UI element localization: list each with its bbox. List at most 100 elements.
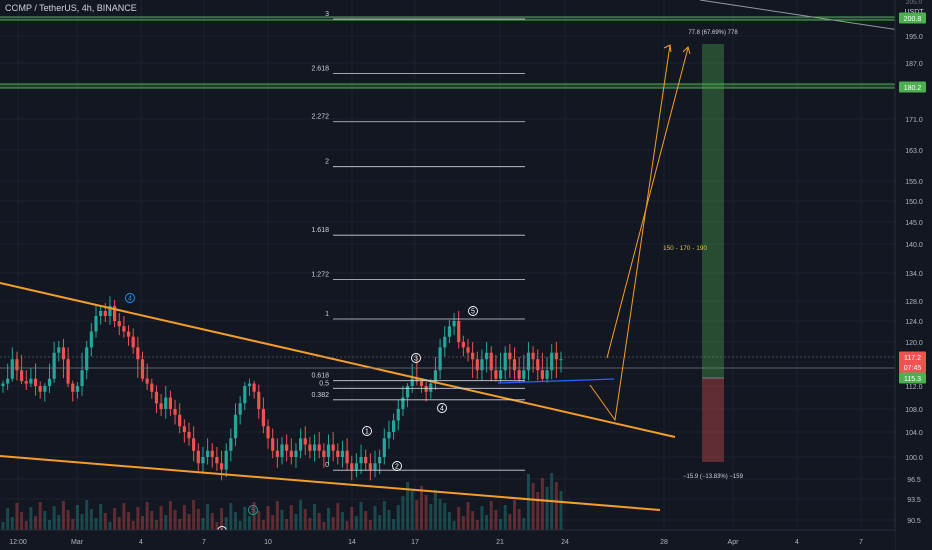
volume-bar [136,507,140,530]
volume-bar [443,503,447,530]
volume-bar [392,519,396,530]
volume-bars [1,473,563,530]
volume-bar [508,514,512,530]
price-label-text: 07:45 [904,365,922,372]
volume-bar [52,506,56,530]
volume-bar [494,510,498,530]
price-label-bg [899,81,926,93]
volume-bar [154,520,158,530]
candle-body [466,347,470,353]
y-tick-label: 155.0 [905,179,923,186]
volume-bar [247,516,251,530]
volume-bar [234,512,237,530]
fib-label: 2.272 [311,114,329,121]
volume-bar [452,521,456,530]
volume-bar [447,512,451,530]
volume-bar [429,504,433,530]
volume-bar [85,500,89,530]
volume-bar [266,506,270,530]
candle-body [131,336,135,348]
candle-body [419,381,424,386]
volume-bar [10,517,14,530]
candle-body [229,438,233,451]
volume-bar [531,483,535,530]
candle-body [317,444,321,451]
candle-body [1,383,5,386]
candle-body [192,438,196,451]
wave-label: 2 [395,464,399,471]
volume-bar [308,518,312,530]
candle-body [108,306,112,316]
candle-body [280,444,284,457]
volume-bar [420,486,423,530]
volume-bar [540,478,544,530]
volume-bar [424,495,428,530]
volume-bar [24,521,28,530]
volume-bar [34,516,38,530]
volume-bar [280,510,284,530]
candle-body [498,370,503,379]
volume-bar [461,516,465,530]
candle-body [480,359,484,371]
y-tick-label: 150.0 [905,199,923,206]
fib-label: 1 [325,311,329,318]
projection-arrow [606,47,689,359]
candle-body [159,403,163,409]
position-target-label: 77.8 (67.69%) 778 [688,30,738,36]
fib-label: 0.382 [311,392,329,399]
wave-circle [437,403,447,413]
volume-bar [350,507,354,530]
volume-bar [410,491,414,530]
y-tick-label: 100.0 [905,455,923,462]
volume-bar [243,507,247,530]
candle-body [461,342,465,348]
volume-bar [196,509,200,530]
resistance-zone-180 [0,84,895,88]
candle-body [550,352,554,371]
volume-bar [485,515,489,530]
volume-bar [168,501,172,530]
candle-body [387,432,391,439]
volume-bar [238,521,242,530]
candle-body [33,378,38,386]
volume-bar [257,511,261,530]
volume-bar [522,518,526,530]
volume-bar [94,518,98,530]
x-tick-label: 17 [411,539,419,546]
candle-body [89,331,93,348]
volume-bar [373,506,377,530]
volume-bar [145,502,149,530]
candle-body [103,311,107,316]
candle-body [392,420,396,432]
volume-bar [354,516,358,530]
candle-body [247,383,252,386]
candle-body [201,457,205,464]
candle-body [117,321,121,327]
volume-bar [20,512,24,530]
candle-body [136,347,140,360]
volume-bar [15,503,19,530]
volume-bar [122,503,126,530]
volume-bar [173,510,177,530]
volume-bar [313,504,317,530]
volume-bar [475,520,479,530]
candle-body [336,450,340,457]
volume-bar [178,519,182,530]
volume-bar [220,508,224,530]
candle-body [43,386,47,392]
volume-bar [303,509,307,530]
wave-label: 3 [414,356,418,363]
fib-label: 3 [325,11,329,18]
x-tick-label: 7 [859,539,863,546]
candle-body [396,409,400,421]
volume-bar [159,506,163,530]
volume-bar [438,499,442,530]
volume-bar [503,505,507,530]
volume-bar [327,508,330,530]
volume-bar [57,515,61,530]
candle-body [187,432,191,439]
candle-body [494,370,498,379]
wave-circle [362,426,372,436]
candle-body [452,321,456,327]
